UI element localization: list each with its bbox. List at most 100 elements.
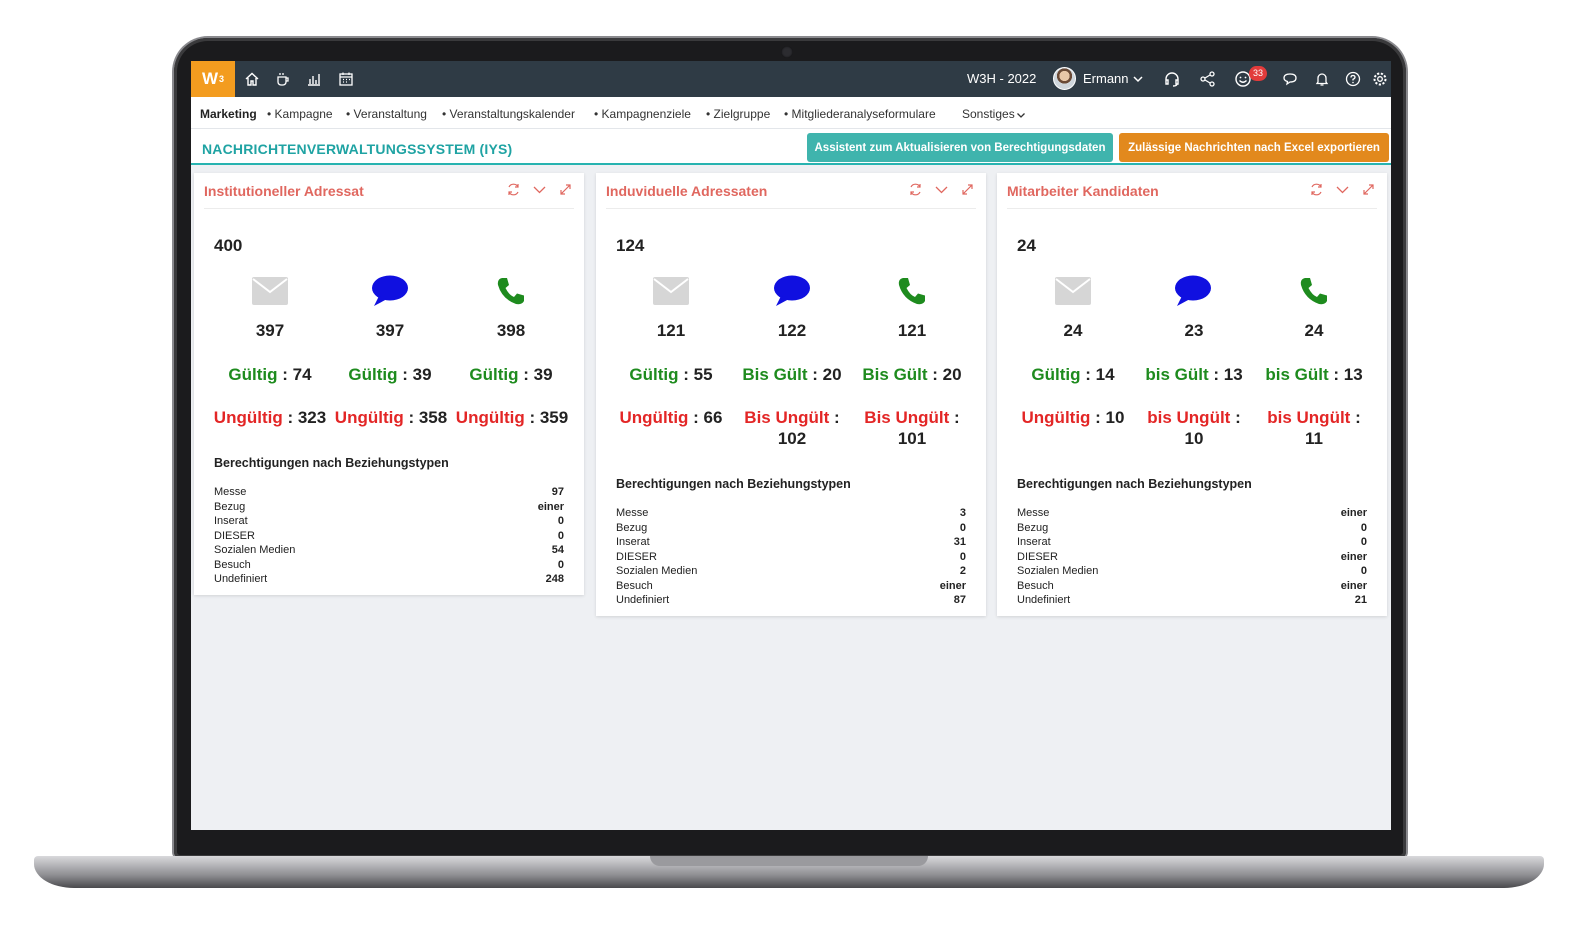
phone-icon bbox=[491, 273, 531, 309]
section-title: Berechtigungen nach Beziehungstypen bbox=[214, 456, 449, 470]
list-item: Undefiniert 248 bbox=[214, 573, 564, 585]
home-icon[interactable] bbox=[243, 70, 261, 88]
email-count: 121 bbox=[656, 321, 686, 340]
subnav-item-zielgruppe[interactable]: • Zielgruppe bbox=[706, 107, 771, 121]
sms-count: 23 bbox=[1184, 321, 1204, 340]
card-individual: Induviduelle Adressaten 124 121 122 121 … bbox=[596, 173, 986, 616]
card-employee-candidates: Mitarbeiter Kandidaten 24 24 23 24 Gülti… bbox=[997, 173, 1387, 616]
sms-invalid: bis Ungült :10 bbox=[1147, 408, 1241, 448]
list-item: Sozialen Medien 2 bbox=[616, 565, 966, 577]
calendar-icon[interactable] bbox=[337, 70, 355, 88]
section-title: Berechtigungen nach Beziehungstypen bbox=[1017, 477, 1252, 491]
speech-bubble-icon bbox=[772, 273, 812, 309]
refresh-icon[interactable] bbox=[505, 181, 522, 198]
section-title: Berechtigungen nach Beziehungstypen bbox=[616, 477, 851, 491]
subnav-item-kampagne[interactable]: • Kampagne bbox=[267, 107, 333, 121]
smiley-icon[interactable] bbox=[1234, 70, 1252, 88]
phone-valid: Bis Gült : 20 bbox=[862, 365, 962, 384]
list-item: Messe 97 bbox=[214, 486, 564, 498]
share-icon[interactable] bbox=[1199, 70, 1217, 88]
list-item: Sozialen Medien 54 bbox=[214, 544, 564, 556]
email-invalid: Ungültig : 66 bbox=[619, 408, 723, 427]
card-title: Induviduelle Adressaten bbox=[606, 183, 768, 199]
list-item: DIESER einer bbox=[1017, 550, 1367, 563]
expand-icon[interactable] bbox=[959, 181, 976, 198]
subnav-item-veranstaltung[interactable]: • Veranstaltung bbox=[346, 107, 427, 121]
expand-icon[interactable] bbox=[557, 181, 574, 198]
phone-icon bbox=[1294, 273, 1334, 309]
sub-navigation: Marketing • Kampagne • Veranstaltung • V… bbox=[191, 97, 1391, 129]
envelope-icon bbox=[1053, 273, 1093, 309]
collapse-icon[interactable] bbox=[933, 181, 950, 198]
bell-icon[interactable] bbox=[1313, 70, 1331, 88]
email-valid: Gültig : 14 bbox=[1031, 365, 1115, 384]
phone-invalid: Ungültig : 359 bbox=[455, 408, 569, 427]
chevron-down-icon[interactable] bbox=[1129, 70, 1147, 88]
card-tools bbox=[907, 181, 976, 198]
update-permissions-assistant-button[interactable]: Assistent zum Aktualisieren von Berechti… bbox=[807, 133, 1113, 162]
coffee-icon[interactable] bbox=[274, 70, 292, 88]
laptop-notch bbox=[650, 856, 928, 866]
email-valid: Gültig : 55 bbox=[629, 365, 713, 384]
user-name[interactable]: Ermann bbox=[1083, 71, 1129, 86]
list-item: Inserat 0 bbox=[1017, 536, 1367, 548]
gear-icon[interactable] bbox=[1371, 70, 1389, 88]
list-item: Besuch einer bbox=[1017, 579, 1367, 592]
subnav-item-mitgliederanalyseformulare[interactable]: • Mitgliederanalyseformulare bbox=[784, 107, 936, 121]
notification-badge: 33 bbox=[1249, 66, 1267, 81]
year-label[interactable]: W3H - 2022 bbox=[967, 71, 1037, 86]
list-item: Besuch 0 bbox=[214, 558, 564, 571]
total-count: 400 bbox=[214, 236, 243, 255]
list-item: Inserat 0 bbox=[214, 515, 564, 527]
list-item: DIESER 0 bbox=[214, 529, 564, 542]
list-item: Besuch einer bbox=[616, 579, 966, 592]
phone-invalid: bis Ungült :11 bbox=[1267, 408, 1361, 448]
list-item: Bezug einer bbox=[214, 500, 564, 513]
email-count: 397 bbox=[255, 321, 285, 340]
envelope-icon bbox=[651, 273, 691, 309]
card-divider bbox=[606, 208, 976, 209]
card-tools bbox=[1308, 181, 1377, 198]
bar-chart-icon[interactable] bbox=[305, 70, 323, 88]
list-item: Bezug 0 bbox=[1017, 521, 1367, 534]
chevron-down-icon bbox=[1016, 112, 1025, 118]
subnav-item-kampagnenziele[interactable]: • Kampagnenziele bbox=[594, 107, 691, 121]
chat-icon[interactable] bbox=[1281, 70, 1299, 88]
page-header: NACHRICHTENVERWALTUNGSSYSTEM (IYS) Assis… bbox=[191, 129, 1391, 165]
card-title: Institutioneller Adressat bbox=[204, 183, 364, 199]
card-divider bbox=[204, 208, 574, 209]
speech-bubble-icon bbox=[1173, 273, 1213, 309]
collapse-icon[interactable] bbox=[531, 181, 548, 198]
list-item: DIESER 0 bbox=[616, 550, 966, 563]
phone-count: 24 bbox=[1304, 321, 1324, 340]
list-item: Undefiniert 87 bbox=[616, 594, 966, 606]
subnav-item-sonstiges[interactable]: Sonstiges bbox=[962, 107, 1026, 121]
phone-count: 121 bbox=[897, 321, 927, 340]
collapse-icon[interactable] bbox=[1334, 181, 1351, 198]
permissions-list: Messe 3 Bezug 0 Inserat 31 DIESER 0 Sozialen… bbox=[616, 506, 966, 608]
card-institutional: Institutioneller Adressat 400 397 397 39… bbox=[194, 173, 584, 595]
phone-invalid: Bis Ungült :101 bbox=[864, 408, 960, 448]
phone-icon bbox=[892, 273, 932, 309]
phone-count: 398 bbox=[496, 321, 526, 340]
avatar[interactable] bbox=[1053, 67, 1076, 90]
subnav-item-veranstaltungskalender[interactable]: • Veranstaltungskalender bbox=[442, 107, 575, 121]
page-title: NACHRICHTENVERWALTUNGSSYSTEM (IYS) bbox=[202, 141, 513, 157]
total-count: 124 bbox=[616, 236, 645, 255]
email-count: 24 bbox=[1063, 321, 1083, 340]
export-excel-button[interactable]: Zulässige Nachrichten nach Excel exporti… bbox=[1119, 133, 1389, 162]
headset-icon[interactable] bbox=[1163, 70, 1181, 88]
phone-valid: bis Gült : 13 bbox=[1265, 365, 1363, 384]
refresh-icon[interactable] bbox=[907, 181, 924, 198]
email-invalid: Ungültig : 10 bbox=[1021, 408, 1125, 427]
sms-count: 122 bbox=[777, 321, 807, 340]
speech-bubble-icon bbox=[370, 273, 410, 309]
list-item: Undefiniert 21 bbox=[1017, 594, 1367, 606]
subnav-item-marketing[interactable]: Marketing bbox=[200, 107, 257, 121]
refresh-icon[interactable] bbox=[1308, 181, 1325, 198]
expand-icon[interactable] bbox=[1360, 181, 1377, 198]
help-icon[interactable] bbox=[1344, 70, 1362, 88]
